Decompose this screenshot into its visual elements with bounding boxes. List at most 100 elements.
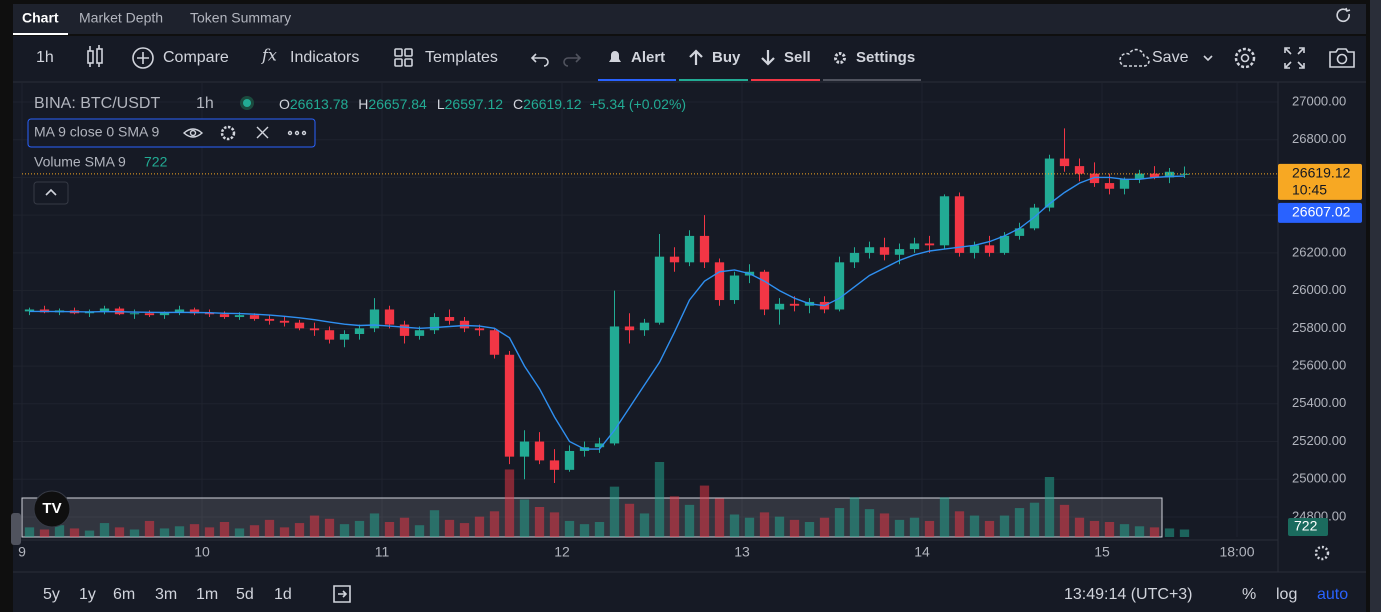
range-button[interactable]: 6m bbox=[113, 586, 135, 603]
volume-bar bbox=[354, 520, 365, 537]
camera-icon[interactable] bbox=[1329, 48, 1355, 68]
y-tick-label: 25400.00 bbox=[1292, 395, 1346, 410]
volume-bar bbox=[804, 522, 815, 537]
volume-bar bbox=[1119, 524, 1130, 537]
ma-legend-box[interactable] bbox=[27, 118, 316, 148]
settings-button[interactable]: Settings bbox=[856, 49, 915, 66]
range-button[interactable]: 5d bbox=[236, 586, 254, 603]
candle-body bbox=[1044, 158, 1055, 208]
edge bbox=[1370, 0, 1381, 612]
indicators-button[interactable]: Indicators bbox=[290, 49, 359, 66]
volume-bar bbox=[1059, 504, 1070, 537]
candle-body bbox=[1074, 166, 1085, 174]
auto-toggle[interactable]: auto bbox=[1317, 586, 1348, 603]
save-button[interactable]: Save bbox=[1152, 49, 1189, 66]
y-tick-label: 25000.00 bbox=[1292, 471, 1346, 486]
last-price-tag bbox=[1278, 163, 1362, 200]
compare-icon[interactable] bbox=[132, 47, 154, 69]
gear-icon[interactable] bbox=[1234, 47, 1256, 69]
volume-bar bbox=[234, 528, 245, 537]
volume-bar bbox=[144, 520, 155, 537]
candle-body bbox=[504, 354, 515, 457]
buy-button[interactable]: Buy bbox=[712, 49, 741, 66]
volume-bar bbox=[1029, 502, 1040, 537]
sell-icon bbox=[761, 50, 775, 66]
candle-body bbox=[309, 328, 320, 331]
range-button[interactable]: 5y bbox=[43, 586, 60, 603]
x-tick-label: 12 bbox=[554, 544, 570, 560]
y-tick-label: 27000.00 bbox=[1292, 93, 1346, 108]
volume-bar bbox=[714, 498, 725, 537]
ma-price-label: 26607.02 bbox=[1292, 204, 1351, 220]
goto-date-icon[interactable] bbox=[333, 585, 351, 603]
candle-body bbox=[669, 256, 680, 263]
candle-body bbox=[444, 317, 455, 321]
compare-button[interactable]: Compare bbox=[163, 49, 229, 66]
candle-body bbox=[534, 441, 545, 461]
camera-lens bbox=[1336, 53, 1348, 65]
candle-body bbox=[1029, 207, 1040, 229]
volume-bar bbox=[909, 517, 920, 537]
volume-bar bbox=[534, 507, 545, 537]
candle-body bbox=[474, 328, 485, 331]
log-toggle[interactable]: log bbox=[1276, 586, 1297, 603]
tab-bar bbox=[13, 4, 1366, 34]
volume-bar bbox=[1089, 520, 1100, 537]
ohlc-value: 26613.78 bbox=[290, 96, 349, 112]
alert-icon bbox=[609, 51, 621, 64]
x-tick-label: 9 bbox=[18, 544, 26, 560]
candle-body bbox=[774, 303, 785, 310]
axis-settings[interactable] bbox=[1314, 545, 1330, 561]
tab[interactable]: Chart bbox=[22, 10, 59, 26]
candle-body bbox=[789, 303, 800, 306]
interval-button[interactable]: 1h bbox=[36, 49, 54, 66]
percent-toggle[interactable]: % bbox=[1242, 586, 1256, 603]
scroll-handle[interactable] bbox=[11, 513, 21, 545]
candle-body bbox=[1179, 173, 1190, 175]
countdown-label: 10:45 bbox=[1292, 182, 1327, 198]
volume-bar bbox=[219, 522, 230, 537]
legend-interval: 1h bbox=[196, 95, 214, 112]
range-button[interactable]: 1m bbox=[196, 586, 218, 603]
candle-body bbox=[489, 330, 500, 355]
ohlc-value: 26597.12 bbox=[445, 96, 504, 112]
tab[interactable]: Token Summary bbox=[190, 10, 291, 26]
candle-body bbox=[609, 326, 620, 444]
fullscreen-icon[interactable] bbox=[1284, 47, 1305, 69]
volume-bar bbox=[444, 519, 455, 537]
volume-bar bbox=[84, 530, 95, 537]
save-chevron[interactable] bbox=[1203, 55, 1213, 62]
x-tick-label: 18:00 bbox=[1219, 544, 1254, 560]
x-tick-label: 14 bbox=[914, 544, 930, 560]
templates-button[interactable]: Templates bbox=[425, 49, 498, 66]
candle-icon[interactable] bbox=[87, 45, 103, 67]
sell-button[interactable]: Sell bbox=[784, 49, 811, 66]
range-button[interactable]: 1d bbox=[274, 586, 292, 603]
undo-icon[interactable] bbox=[530, 53, 549, 67]
candle-body bbox=[414, 330, 425, 336]
collapse-button[interactable] bbox=[33, 181, 69, 205]
volume-sma-value: 722 bbox=[144, 154, 168, 170]
candle-body bbox=[24, 309, 35, 312]
volume-bar bbox=[204, 527, 215, 537]
volume-bar bbox=[264, 519, 275, 537]
range-button[interactable]: 1y bbox=[79, 586, 96, 603]
candle-body bbox=[144, 313, 155, 316]
ohlc-legend: O26613.78 H26657.84 L26597.12 C26619.12 +5.3… bbox=[279, 96, 686, 112]
volume-bar bbox=[99, 523, 110, 537]
volume-bar bbox=[1179, 529, 1190, 537]
redo-icon[interactable] bbox=[563, 53, 582, 67]
alert-button[interactable]: Alert bbox=[631, 49, 665, 66]
volume-bar bbox=[1104, 522, 1115, 537]
candle-body bbox=[249, 315, 260, 319]
range-button[interactable]: 3m bbox=[155, 586, 177, 603]
tab[interactable]: Market Depth bbox=[79, 10, 163, 26]
refresh-icon[interactable] bbox=[1336, 7, 1351, 23]
x-tick-label: 11 bbox=[375, 544, 390, 560]
candle-body bbox=[384, 309, 395, 325]
y-tick-label: 26200.00 bbox=[1292, 244, 1346, 259]
candle-body bbox=[1149, 173, 1160, 178]
bottom-bar: 5y 1y 6m 3m 1m 5d 1d bbox=[43, 586, 292, 603]
ohlc-prefix: L bbox=[437, 96, 445, 112]
volume-bar bbox=[564, 520, 575, 537]
